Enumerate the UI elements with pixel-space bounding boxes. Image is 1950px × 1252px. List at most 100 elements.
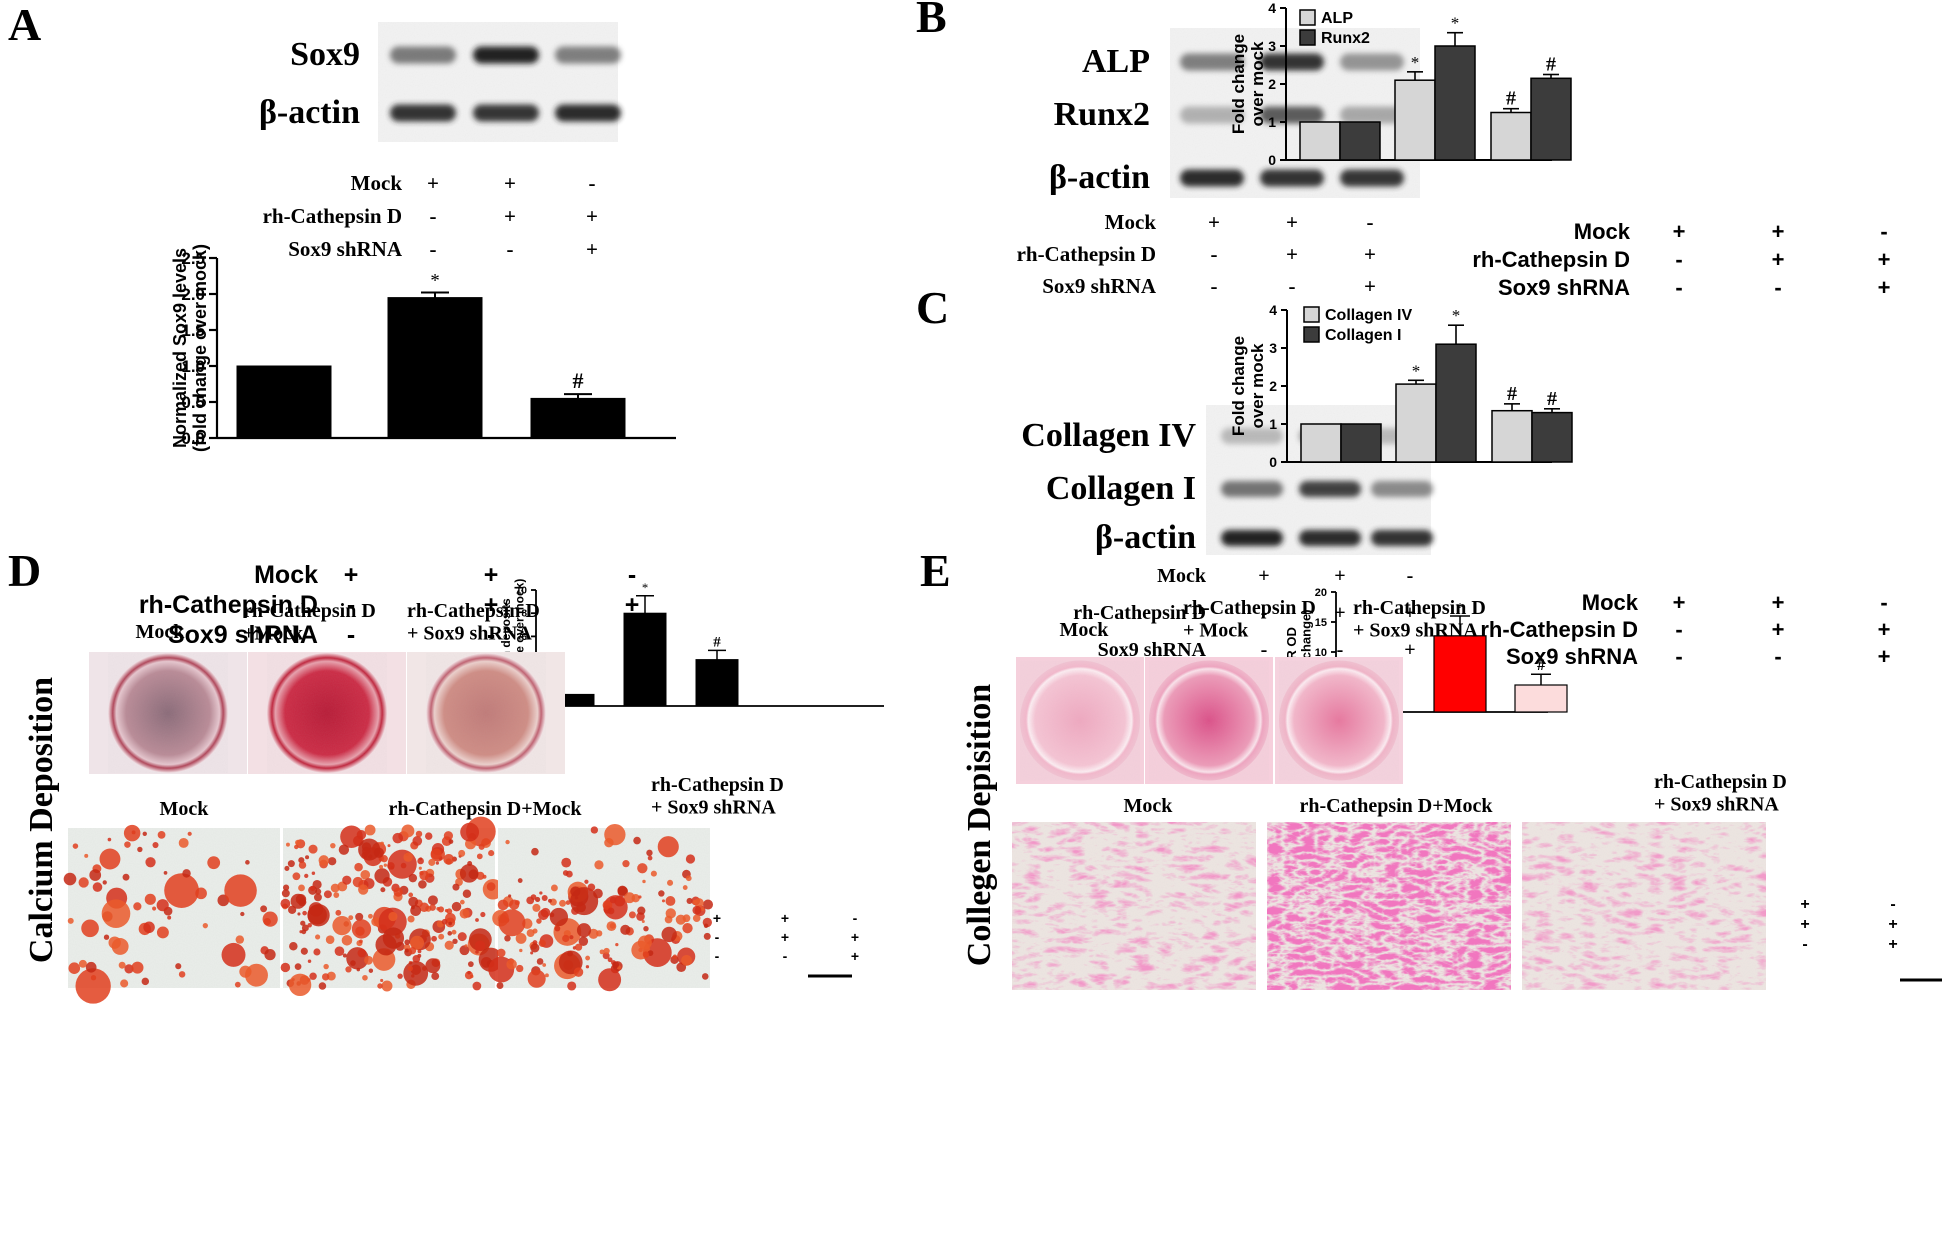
significance-star: *: [1412, 361, 1421, 380]
calcium-nodule: [404, 939, 411, 946]
calcium-nodule: [178, 971, 186, 978]
calcium-nodule: [661, 926, 677, 943]
calcium-nodule: [341, 935, 353, 946]
calcium-nodule: [475, 950, 479, 954]
calcium-nodule: [295, 839, 301, 846]
calcium-nodule: [647, 855, 653, 861]
calcium-nodule: [467, 961, 474, 968]
calcium-nodule: [368, 968, 374, 973]
calcium-nodule: [307, 959, 312, 964]
calcium-nodule: [364, 824, 376, 836]
y-tick-label: 2.0: [181, 285, 205, 304]
calcium-nodule: [472, 981, 482, 991]
bar-chart-c: 0 1 2 3 4 Fold changeover mock * # * # Collagen IV…: [1229, 302, 1573, 470]
condition-label: Mock: [254, 561, 318, 589]
condition-sign: +: [484, 591, 499, 619]
calcium-nodule: [541, 895, 548, 901]
culture-wells-d: Mock rh-Cathepsin D +Mock rh-Cathepsin D + S…: [89, 600, 565, 774]
legend-label: Collagen IV: [1325, 307, 1412, 324]
y-axis-label: Fold changeover mock: [1229, 336, 1267, 436]
well-texture: [1020, 660, 1140, 781]
calcium-nodule: [584, 879, 589, 884]
calcium-nodule: [569, 935, 574, 940]
micrograph: [1267, 822, 1511, 990]
well-label: Mock: [1060, 619, 1110, 641]
western-blot-b: ALP Runx2 β-actin: [1049, 28, 1420, 198]
calcium-nodule: [467, 970, 471, 975]
calcium-nodule: [284, 865, 290, 871]
condition-sign: -: [589, 171, 596, 195]
condition-sign: +: [427, 171, 439, 195]
conditions-c-blot: Mock + + - rh-Cathepsin D - + + Sox9 shRNA - - +: [1073, 565, 1416, 661]
well-label: Mock: [136, 621, 186, 643]
calcium-nodule: [508, 894, 512, 898]
calcium-nodule: [288, 973, 312, 997]
calcium-nodule: [504, 935, 511, 942]
condition-sign: +: [586, 204, 598, 228]
conditions-c-chart: Mock + + -rh-Cathepsin D - + +Sox9 shRNA - - +: [1480, 590, 1890, 669]
calcium-nodule: [313, 893, 322, 902]
calcium-nodule: [393, 887, 403, 897]
condition-sign: +: [625, 591, 640, 619]
calcium-nodule: [681, 954, 692, 966]
calcium-nodule: [187, 831, 192, 836]
calcium-nodule: [603, 947, 610, 955]
bar: [530, 397, 626, 439]
condition-sign: -: [628, 561, 636, 589]
chart-legend: ALP Runx2: [1299, 9, 1370, 47]
condition-sign: -: [1675, 617, 1682, 642]
significance-star: *: [1451, 14, 1460, 33]
calcium-nodule: [332, 916, 352, 936]
calcium-nodule: [567, 981, 577, 991]
micrograph: [488, 823, 714, 992]
condition-sign: -: [1407, 565, 1414, 587]
calcium-nodule: [142, 831, 147, 836]
condition-sign: -: [1890, 896, 1895, 913]
y-tick-label: 3: [1268, 38, 1276, 54]
calcium-nodule: [642, 951, 650, 958]
hash-annotation: #: [1506, 88, 1516, 110]
calcium-nodule: [175, 963, 182, 970]
y-tick-label: 0: [1269, 454, 1277, 470]
well-cell: [407, 652, 565, 774]
calcium-nodule: [427, 895, 438, 906]
y-tick-label: 2: [1268, 76, 1276, 92]
calcium-nodule: [300, 920, 306, 926]
y-tick-label: 2: [1269, 378, 1277, 394]
micrograph-label: rh-Cathepsin D + Sox9 shRNA: [651, 774, 784, 818]
calcium-nodule: [403, 852, 413, 862]
well-label: rh-Cathepsin D + Sox9 shRNA: [407, 600, 540, 644]
collagen-fibers: [1522, 822, 1766, 990]
calcium-nodule: [585, 965, 590, 969]
condition-label: Mock: [1105, 210, 1157, 234]
calcium-nodule: [538, 909, 549, 921]
calcium-nodule: [358, 884, 369, 895]
calcium-nodule: [574, 896, 579, 900]
bar: [1394, 79, 1436, 161]
calcium-nodule: [103, 934, 110, 940]
calcium-nodule: [478, 843, 485, 850]
condition-sign: +: [1673, 219, 1686, 244]
calcium-nodule: [322, 973, 330, 981]
calcium-nodule: [585, 955, 591, 961]
calcium-nodule: [448, 839, 454, 844]
calcium-nodule: [156, 899, 169, 912]
calcium-nodule: [448, 921, 452, 926]
calcium-nodule: [637, 935, 652, 950]
calcium-nodule: [664, 915, 673, 924]
chart-axes: 0 1 2 3 4 Fold changeover mock: [1229, 0, 1552, 168]
y-tick-label: 20: [1315, 587, 1327, 599]
calcium-nodule: [381, 980, 393, 992]
blot-band: [1371, 481, 1433, 497]
micrograph-noise: [68, 828, 280, 988]
calcium-nodule: [124, 841, 131, 848]
calcium-nodule: [609, 896, 617, 904]
calcium-nodule: [444, 909, 449, 913]
calcium-nodule: [643, 926, 649, 932]
condition-label: rh-Cathepsin D: [1017, 242, 1156, 266]
calcium-nodule: [111, 938, 129, 955]
calcium-nodule: [262, 911, 278, 927]
calcium-nodule: [234, 981, 241, 988]
calcium-nodule: [535, 896, 541, 903]
